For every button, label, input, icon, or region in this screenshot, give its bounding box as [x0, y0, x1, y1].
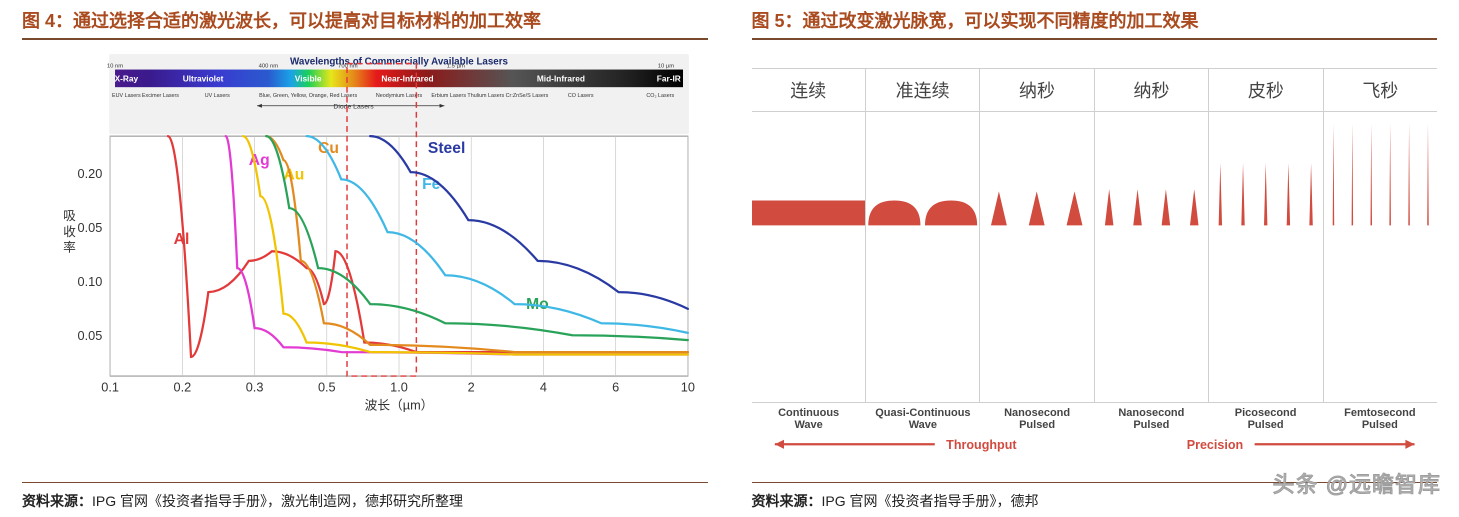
svg-text:0.05: 0.05 [78, 220, 103, 235]
svg-text:Au: Au [283, 166, 304, 183]
figure-4-bottom-rule [22, 482, 708, 483]
figure-5-title: 图 5：通过改变激光脉宽，可以实现不同精度的加工效果 [752, 8, 1438, 34]
pulse-mode-label-cn: 纳秒 [980, 69, 1094, 111]
svg-text:1.5 µm: 1.5 µm [447, 64, 465, 70]
svg-text:0.1: 0.1 [101, 380, 119, 395]
pulse-mode-label-en: Femtosecond Pulsed [1323, 403, 1437, 434]
figure-5-chart: 连续准连续纳秒纳秒皮秒飞秒 Continuous WaveQuasi-Conti… [752, 48, 1438, 478]
pulse-mode-label-cn: 皮秒 [1209, 69, 1323, 111]
svg-text:Steel: Steel [428, 140, 465, 157]
svg-text:波长（µm）: 波长（µm） [365, 397, 434, 412]
figure-4-source: 资料来源：IPG 官网《投资者指导手册》，激光制造网，德邦研究所整理 [22, 487, 708, 511]
svg-text:Erbium Lasers Thulium Lasers: Erbium Lasers Thulium Lasers Cr:ZnSe/S L… [431, 93, 548, 99]
pulse-mode-label-cn: 连续 [752, 69, 866, 111]
pulse-mode-label-en: Quasi-Continuous Wave [866, 403, 980, 434]
svg-text:2: 2 [468, 380, 475, 395]
svg-text:Neodymium Lasers: Neodymium Lasers [376, 93, 423, 99]
svg-text:Blue, Green, Yellow, Orange, R: Blue, Green, Yellow, Orange, Red Lasers [259, 93, 357, 99]
svg-text:10: 10 [681, 380, 695, 395]
pulse-waveform [866, 112, 980, 402]
pulse-mode-label-cn: 准连续 [866, 69, 980, 111]
svg-text:0.05: 0.05 [78, 328, 103, 343]
pulse-mode-label-en: Continuous Wave [752, 403, 866, 434]
figure-4-panel: 图 4：通过选择合适的激光波长，可以提高对目标材料的加工效率 Wavelengt… [0, 0, 730, 517]
svg-text:700 nm: 700 nm [338, 64, 358, 70]
svg-text:6: 6 [612, 380, 619, 395]
svg-text:Near-Infrared: Near-Infrared [381, 73, 433, 83]
pulse-waveform [980, 112, 1094, 402]
pulse-waveform [1324, 112, 1437, 402]
svg-text:10 µm: 10 µm [658, 64, 675, 70]
svg-text:0.10: 0.10 [78, 274, 103, 289]
svg-text:Precision: Precision [1186, 438, 1242, 452]
svg-text:X-Ray: X-Ray [115, 73, 139, 83]
svg-text:400 nm: 400 nm [259, 64, 279, 70]
pulse-mode-label-en: Picosecond Pulsed [1209, 403, 1323, 434]
svg-text:0.5: 0.5 [318, 380, 336, 395]
svg-text:4: 4 [540, 380, 547, 395]
figure-4-title: 图 4：通过选择合适的激光波长，可以提高对目标材料的加工效率 [22, 8, 708, 34]
figure-4-chart: Wavelengths of Commercially Available La… [22, 48, 708, 478]
figure-4-rule [22, 38, 708, 40]
pulse-waveform [1095, 112, 1209, 402]
svg-text:CO Lasers: CO Lasers [568, 93, 594, 99]
svg-text:吸: 吸 [63, 208, 76, 223]
svg-text:Ultraviolet: Ultraviolet [183, 73, 224, 83]
svg-text:Wavelengths of Commercially Av: Wavelengths of Commercially Available La… [290, 57, 509, 68]
watermark: 头条 @远瞻智库 [1273, 467, 1441, 499]
pulse-mode-label-en: Nanosecond Pulsed [980, 403, 1094, 434]
figure-5-rule [752, 38, 1438, 40]
figure-5-panel: 图 5：通过改变激光脉宽，可以实现不同精度的加工效果 连续准连续纳秒纳秒皮秒飞秒… [730, 0, 1459, 517]
pulse-mode-label-en: Nanosecond Pulsed [1094, 403, 1208, 434]
svg-text:0.20: 0.20 [78, 166, 103, 181]
svg-text:Visible: Visible [295, 73, 322, 83]
svg-text:Diode Lasers: Diode Lasers [333, 104, 374, 111]
svg-text:Throughput: Throughput [946, 438, 1017, 452]
svg-text:Mid-Infrared: Mid-Infrared [537, 73, 585, 83]
svg-text:UV Lasers: UV Lasers [205, 93, 230, 99]
svg-text:收: 收 [63, 224, 76, 239]
svg-text:率: 率 [63, 240, 76, 255]
pulse-mode-label-cn: 飞秒 [1324, 69, 1437, 111]
svg-text:Al: Al [174, 231, 190, 248]
pulse-mode-label-cn: 纳秒 [1095, 69, 1209, 111]
pulse-waveform [1209, 112, 1323, 402]
svg-text:0.3: 0.3 [246, 380, 264, 395]
svg-text:10 nm: 10 nm [107, 64, 123, 70]
pulse-waveform [752, 112, 866, 402]
svg-text:EUV Lasers: EUV Lasers [112, 93, 141, 99]
svg-text:1.0: 1.0 [390, 380, 408, 395]
svg-text:Far-IR: Far-IR [657, 73, 681, 83]
svg-text:Excimer Lasers: Excimer Lasers [142, 93, 179, 99]
svg-text:CO₂ Lasers: CO₂ Lasers [646, 93, 674, 99]
svg-text:0.2: 0.2 [174, 380, 192, 395]
